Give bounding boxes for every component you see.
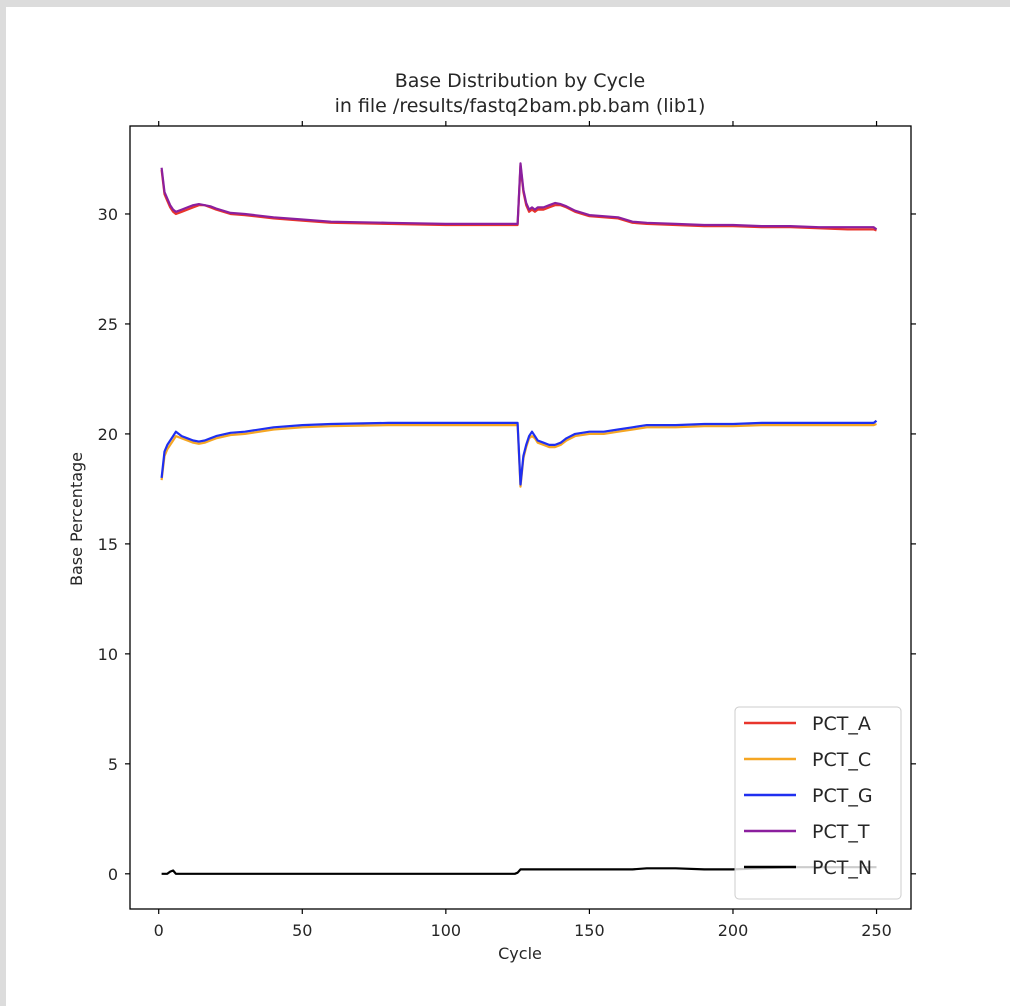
chart-title: Base Distribution by Cycle <box>395 70 645 92</box>
x-axis-ticks: 0 50 100 150 200 250 <box>154 121 892 940</box>
y-tick-label: 30 <box>98 205 118 224</box>
x-tick-label: 200 <box>718 921 749 940</box>
x-axis-label: Cycle <box>498 944 542 963</box>
series-line-pct-t <box>160 162 878 231</box>
plot-area <box>129 125 912 910</box>
y-tick-label: 0 <box>108 865 118 884</box>
y-tick-label: 20 <box>98 425 118 444</box>
y-tick-label: 25 <box>98 315 118 334</box>
legend-label-pct-c: PCT_C <box>812 749 871 771</box>
legend: PCT_A PCT_C PCT_G PCT_T PCT_N <box>734 706 902 900</box>
y-axis-ticks: 0 5 10 15 20 25 30 <box>98 205 916 884</box>
legend-label-pct-n: PCT_N <box>812 857 872 879</box>
series-layer <box>160 162 878 875</box>
series-line-pct-n <box>161 866 877 875</box>
y-axis-label: Base Percentage <box>67 452 86 586</box>
chart-subtitle: in file /results/fastq2bam.pb.bam (lib1) <box>335 95 706 117</box>
x-tick-label: 150 <box>574 921 605 940</box>
legend-box <box>734 706 902 900</box>
x-tick-label: 100 <box>431 921 462 940</box>
x-tick-label: 50 <box>292 921 312 940</box>
base-distribution-chart: Base Distribution by Cycle in file /resu… <box>67 70 916 963</box>
x-tick-label: 0 <box>154 921 164 940</box>
y-tick-label: 10 <box>98 645 118 664</box>
y-tick-label: 5 <box>108 755 118 774</box>
legend-label-pct-t: PCT_T <box>812 821 870 843</box>
legend-label-pct-a: PCT_A <box>812 713 871 735</box>
legend-label-pct-g: PCT_G <box>812 785 873 807</box>
y-tick-label: 15 <box>98 535 118 554</box>
x-tick-label: 250 <box>861 921 892 940</box>
figure-frame: Base Distribution by Cycle in file /resu… <box>6 7 1010 1006</box>
series-line-pct-g <box>160 419 878 486</box>
